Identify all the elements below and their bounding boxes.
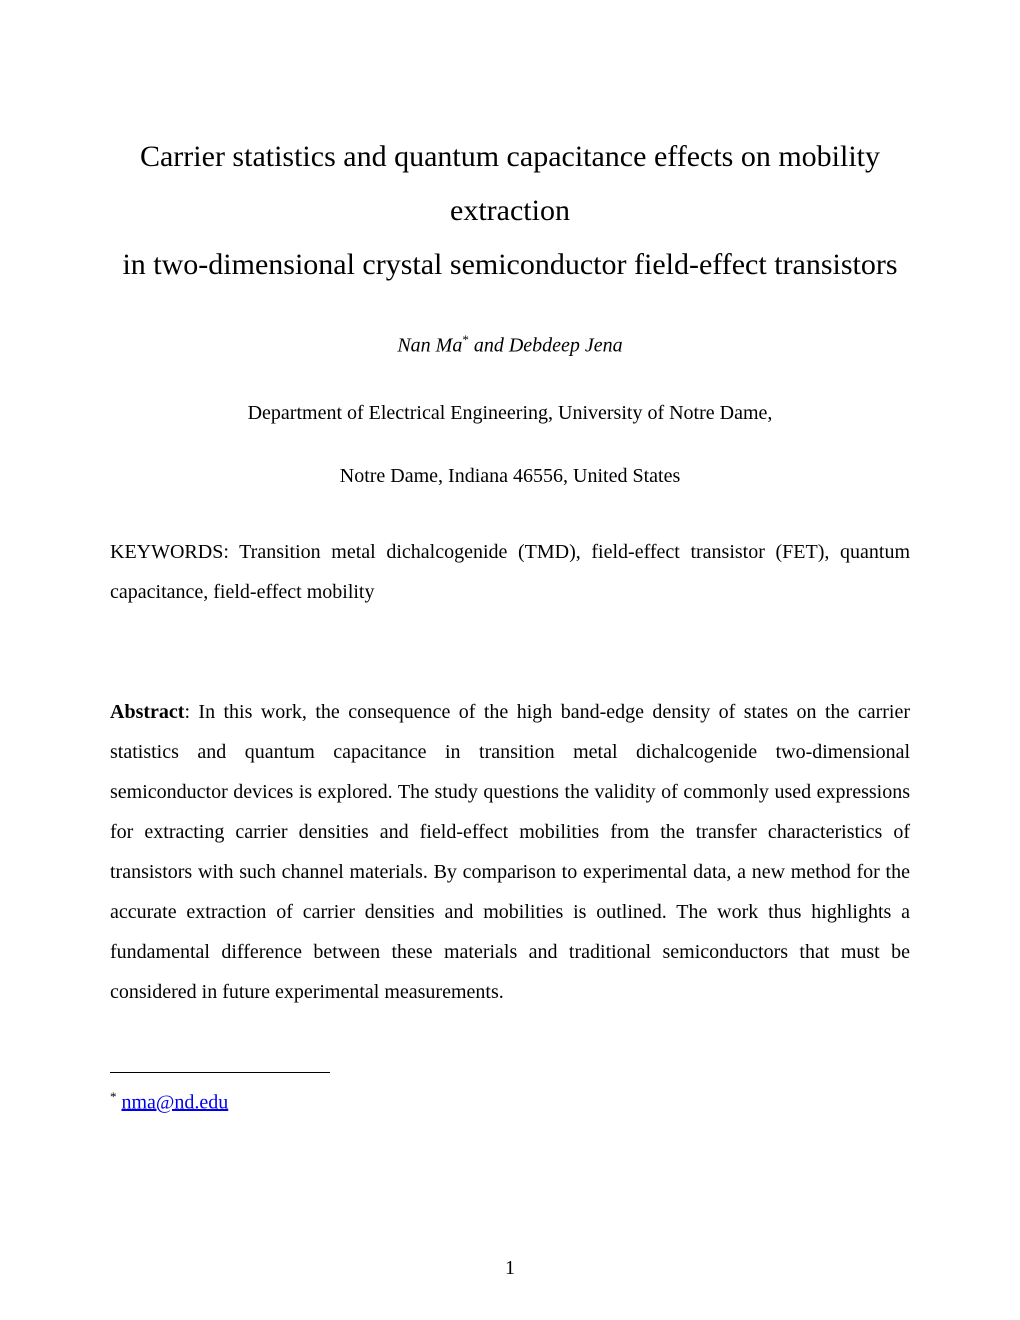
authors-block: Nan Ma* and Debdeep Jena — [110, 332, 910, 358]
footnote-divider — [110, 1072, 330, 1073]
abstract-label: Abstract — [110, 701, 184, 723]
author-1: Nan Ma — [397, 335, 462, 357]
location: Notre Dame, Indiana 46556, United States — [110, 465, 910, 488]
keywords-label: KEYWORDS: — [110, 541, 239, 563]
abstract-block: Abstract: In this work, the consequence … — [110, 692, 910, 1012]
title-line-2: in two-dimensional crystal semiconductor… — [122, 248, 897, 281]
authors-conjunction: and — [469, 335, 509, 357]
paper-title: Carrier statistics and quantum capacitan… — [110, 130, 910, 292]
keywords-block: KEYWORDS: Transition metal dichalcogenid… — [110, 532, 910, 612]
footnote: * nma@nd.edu — [110, 1089, 910, 1115]
page-number: 1 — [0, 1257, 1020, 1280]
author-2: Debdeep Jena — [509, 335, 623, 357]
title-line-1: Carrier statistics and quantum capacitan… — [140, 140, 880, 227]
paper-page: Carrier statistics and quantum capacitan… — [0, 0, 1020, 1320]
footnote-email-link[interactable]: nma@nd.edu — [122, 1091, 229, 1113]
footnote-marker: * — [110, 1089, 117, 1104]
abstract-text: : In this work, the consequence of the h… — [110, 701, 910, 1003]
affiliation: Department of Electrical Engineering, Un… — [110, 402, 910, 425]
